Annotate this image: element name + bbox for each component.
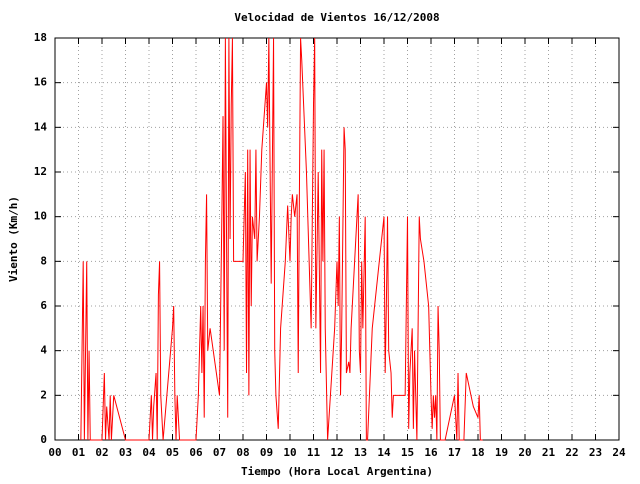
x-tick-label: 08 — [236, 446, 249, 459]
x-tick-label: 18 — [471, 446, 484, 459]
x-tick-label: 22 — [565, 446, 578, 459]
y-tick-label: 4 — [40, 344, 47, 357]
x-tick-label: 09 — [260, 446, 273, 459]
x-tick-label: 04 — [142, 446, 156, 459]
x-tick-label: 12 — [330, 446, 343, 459]
x-tick-label: 10 — [283, 446, 296, 459]
y-tick-label: 8 — [40, 254, 47, 267]
x-tick-label: 13 — [354, 446, 367, 459]
x-tick-label: 21 — [542, 446, 556, 459]
chart-title: Velocidad de Vientos 16/12/2008 — [234, 11, 439, 24]
x-tick-label: 20 — [518, 446, 531, 459]
x-tick-label: 11 — [307, 446, 321, 459]
y-tick-label: 2 — [40, 388, 47, 401]
y-tick-label: 14 — [34, 120, 48, 133]
x-tick-label: 01 — [72, 446, 86, 459]
y-tick-label: 12 — [34, 165, 47, 178]
x-tick-label: 16 — [424, 446, 438, 459]
plot-border — [54, 37, 620, 441]
x-tick-label: 19 — [495, 446, 508, 459]
x-tick-label: 06 — [189, 446, 203, 459]
x-tick-label: 02 — [95, 446, 108, 459]
x-tick-label: 17 — [448, 446, 461, 459]
x-tick-label: 24 — [612, 446, 626, 459]
y-axis-label: Viento (Km/h) — [7, 196, 20, 282]
data-line — [80, 37, 483, 441]
x-tick-label: 23 — [589, 446, 602, 459]
x-tick-label: 14 — [377, 446, 391, 459]
y-tick-label: 0 — [40, 433, 47, 446]
x-tick-label: 03 — [119, 446, 132, 459]
y-tick-label: 6 — [40, 299, 47, 312]
x-tick-label: 07 — [213, 446, 226, 459]
x-tick-label: 00 — [48, 446, 61, 459]
x-axis-label: Tiempo (Hora Local Argentina) — [241, 465, 433, 478]
x-tick-label: 15 — [401, 446, 414, 459]
x-tick-label: 05 — [166, 446, 179, 459]
y-tick-label: 10 — [34, 210, 47, 223]
y-tick-label: 18 — [34, 31, 47, 44]
y-tick-label: 16 — [34, 76, 48, 89]
